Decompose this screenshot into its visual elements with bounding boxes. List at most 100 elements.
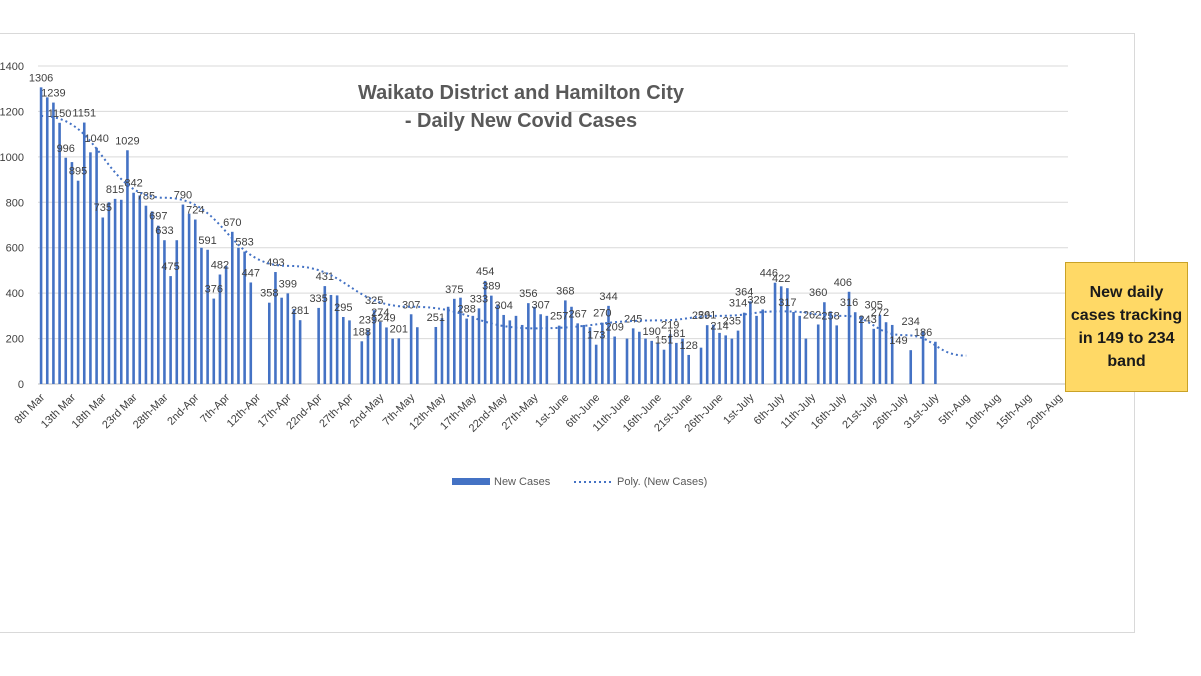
- bar: [853, 312, 857, 384]
- bar: [533, 306, 536, 384]
- data-label: 1306: [29, 72, 53, 84]
- bar: [638, 331, 641, 384]
- bar: [391, 338, 394, 384]
- bar: [119, 199, 123, 384]
- bar: [45, 97, 49, 385]
- bar: [156, 225, 160, 384]
- data-label: 261: [698, 310, 716, 322]
- bar: [397, 338, 401, 384]
- data-label: 314: [729, 298, 747, 310]
- data-label: 1151: [72, 108, 96, 120]
- bar: [724, 335, 727, 384]
- data-label: 895: [69, 166, 87, 178]
- bar: [243, 251, 246, 384]
- bar: [816, 324, 820, 384]
- data-label: 249: [377, 312, 395, 324]
- bar: [736, 330, 740, 384]
- bar: [64, 157, 68, 384]
- data-label: 209: [605, 322, 623, 334]
- bar: [792, 311, 795, 384]
- bar: [779, 286, 783, 384]
- bar: [718, 332, 721, 384]
- bar: [921, 330, 925, 384]
- bar: [144, 205, 148, 384]
- bar: [107, 202, 111, 384]
- data-label: 583: [235, 237, 253, 249]
- bar: [761, 309, 764, 384]
- bar: [650, 340, 653, 384]
- data-label: 267: [568, 308, 586, 320]
- bar: [181, 204, 185, 384]
- bar: [613, 336, 616, 384]
- bar: [372, 310, 376, 384]
- data-label: 697: [149, 211, 167, 223]
- bar: [58, 122, 61, 385]
- bar: [52, 102, 55, 384]
- data-label: 815: [106, 184, 124, 196]
- data-label: 633: [155, 225, 173, 237]
- data-label: 1239: [41, 88, 65, 100]
- data-label: 670: [223, 217, 241, 229]
- bar: [773, 282, 777, 384]
- bar: [434, 326, 438, 384]
- bar: [687, 354, 690, 384]
- data-label: 375: [445, 284, 463, 296]
- data-label: 364: [735, 286, 753, 298]
- bar: [675, 342, 678, 384]
- data-label: 724: [186, 205, 204, 217]
- bar: [471, 315, 475, 384]
- bar: [786, 288, 789, 384]
- bar: [82, 122, 86, 385]
- bar: [409, 314, 413, 384]
- data-label: 389: [482, 281, 500, 293]
- bar: [249, 282, 253, 384]
- data-label: 219: [661, 319, 679, 331]
- callout-box: New daily cases tracking in 149 to 234 b…: [1065, 262, 1188, 392]
- bar: [601, 322, 604, 384]
- bar: [298, 320, 302, 384]
- chart-title: Waikato District and Hamilton City: [358, 82, 685, 104]
- bar: [76, 180, 80, 384]
- bar: [329, 294, 333, 384]
- bar: [465, 318, 468, 384]
- callout-text: New daily cases tracking in 149 to 234 b…: [1070, 284, 1183, 370]
- data-label: 288: [457, 304, 475, 316]
- bar: [823, 302, 826, 384]
- bar: [681, 338, 684, 384]
- bar: [366, 329, 370, 384]
- data-label: 234: [902, 316, 920, 328]
- data-label: 307: [531, 299, 549, 311]
- trend-line: [41, 114, 967, 357]
- bar: [829, 311, 832, 384]
- data-label: 270: [593, 308, 611, 320]
- bar: [712, 324, 715, 384]
- data-label: 173: [587, 330, 605, 342]
- bar: [502, 314, 505, 384]
- bar: [847, 291, 851, 384]
- bar: [206, 249, 209, 384]
- data-label: 251: [427, 312, 445, 324]
- data-label: 281: [291, 305, 309, 317]
- bar: [662, 349, 666, 384]
- x-tick-label: 31st-July: [902, 391, 942, 431]
- bar: [878, 314, 882, 384]
- data-label: 1150: [48, 108, 72, 120]
- bar: [348, 320, 351, 384]
- data-label: 996: [57, 143, 75, 155]
- bar: [625, 338, 629, 384]
- data-label: 295: [334, 302, 352, 314]
- data-label: 493: [266, 257, 284, 269]
- bar: [588, 327, 592, 384]
- bar: [607, 305, 610, 384]
- bar: [150, 211, 154, 384]
- data-label: 333: [470, 293, 488, 305]
- data-label: 128: [680, 340, 698, 352]
- y-tick-label: 1200: [0, 106, 24, 118]
- data-label: 151: [655, 335, 673, 347]
- bar: [527, 303, 530, 384]
- bar: [749, 301, 752, 384]
- bar: [342, 316, 345, 384]
- bar: [668, 334, 672, 384]
- x-tick-label: 1st-July: [721, 391, 757, 427]
